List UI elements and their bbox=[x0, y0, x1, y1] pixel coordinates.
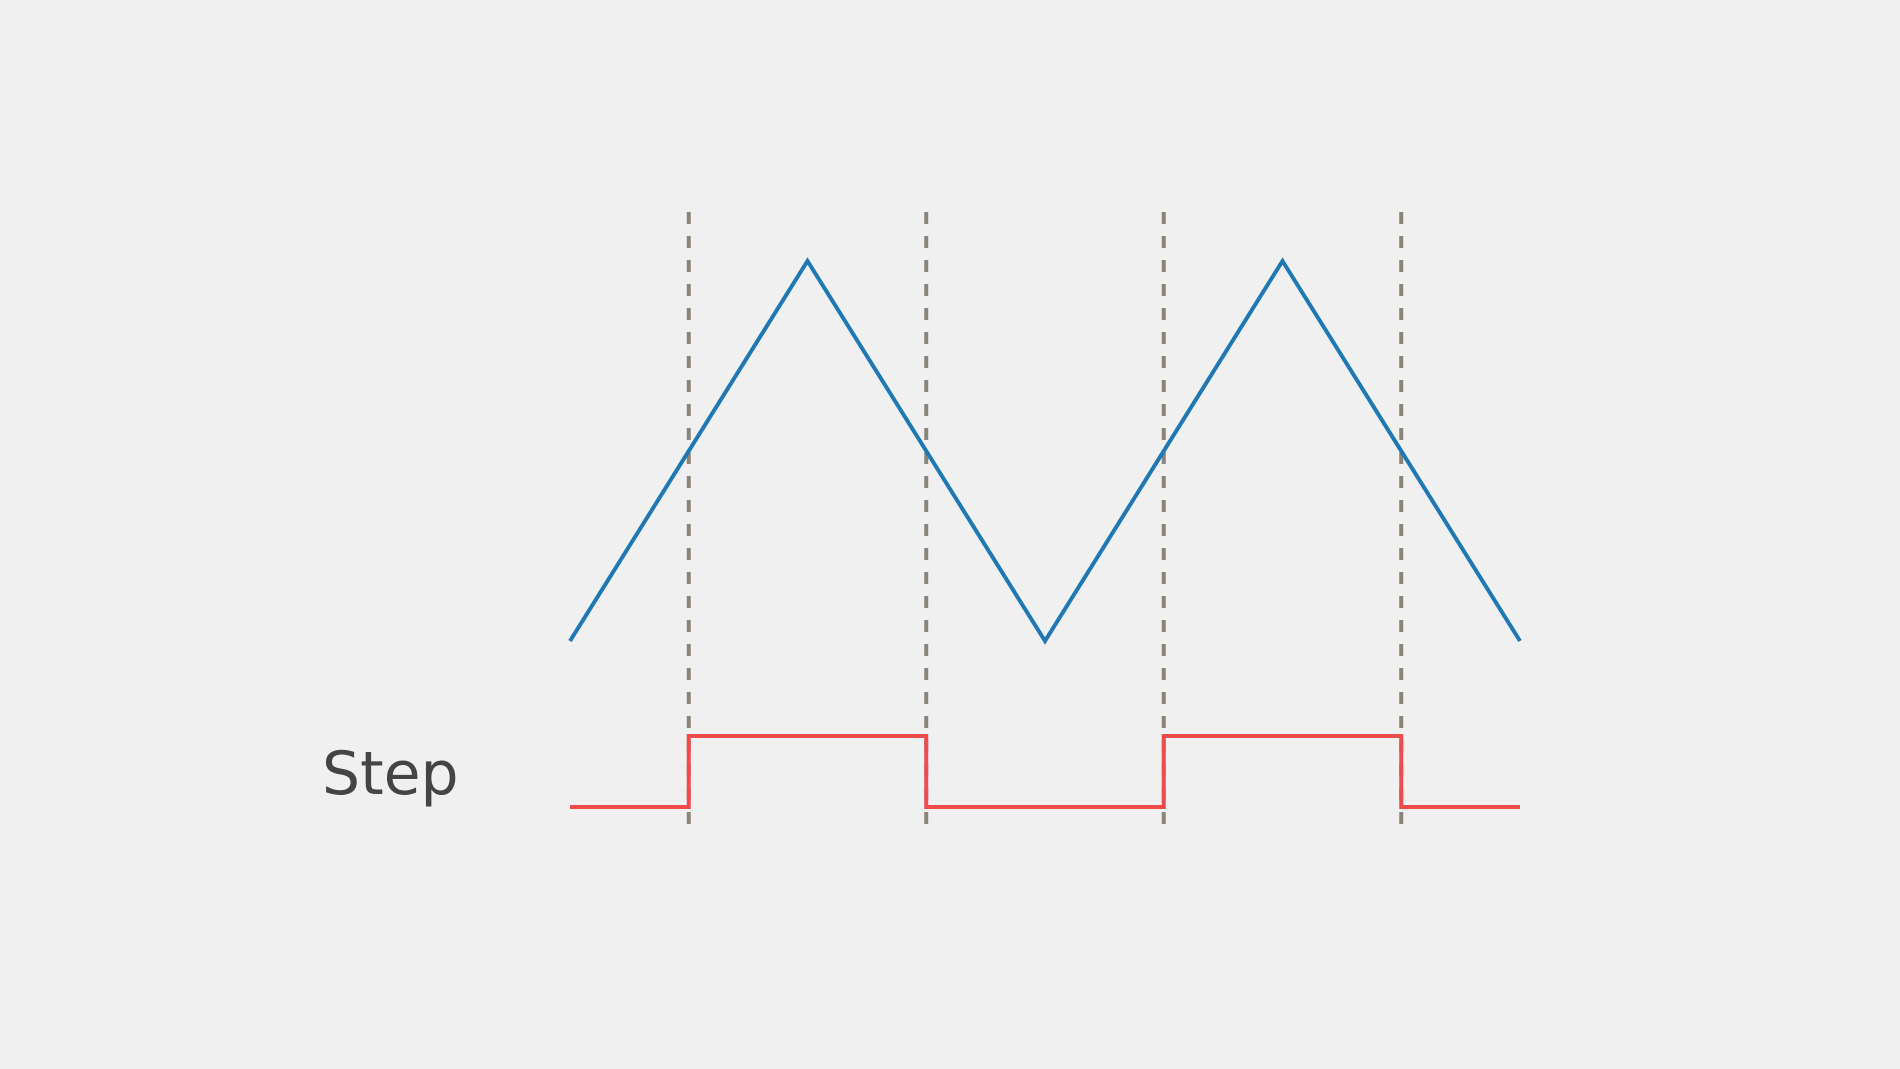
threshold-lines-group bbox=[686, 212, 1404, 832]
step-signal bbox=[570, 734, 1520, 809]
step-label: Step bbox=[322, 739, 459, 809]
triangle-wave bbox=[568, 257, 1522, 645]
